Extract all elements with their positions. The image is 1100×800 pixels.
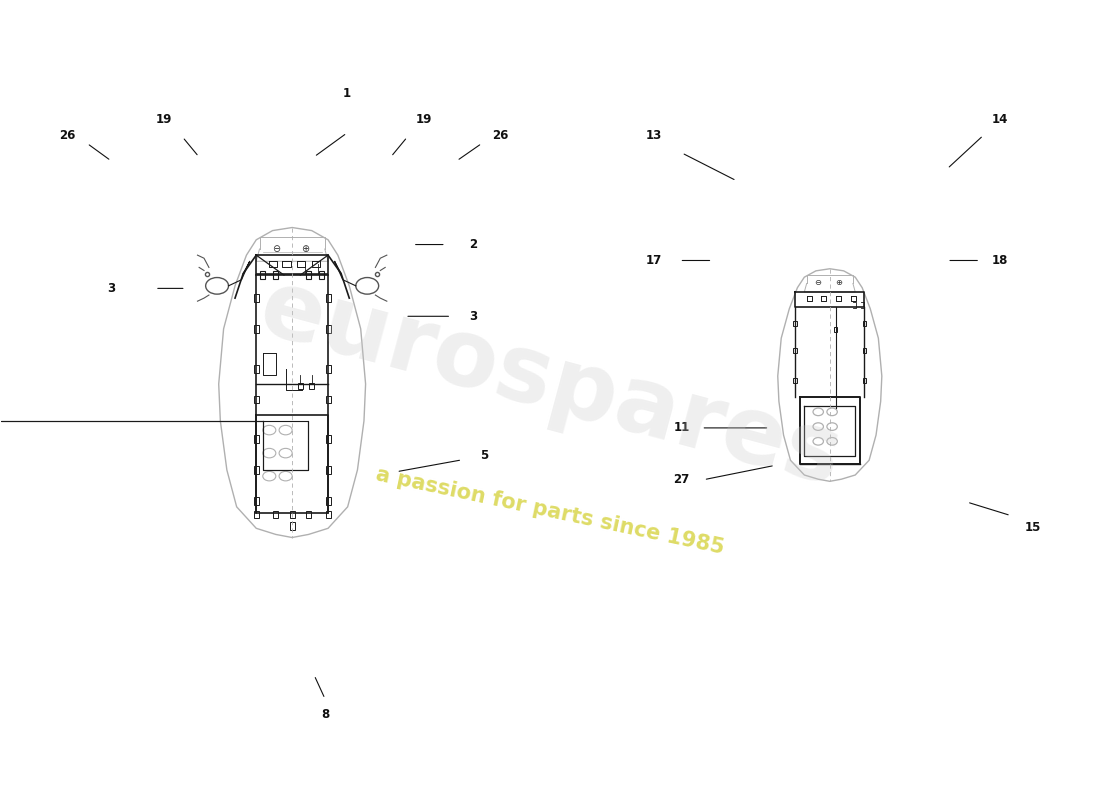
Bar <box>254 395 258 403</box>
Bar <box>254 365 258 373</box>
Bar <box>862 348 866 354</box>
Bar <box>326 325 330 333</box>
Text: ⊕: ⊕ <box>836 278 843 287</box>
Bar <box>793 348 796 354</box>
Bar <box>254 435 258 443</box>
Text: 3: 3 <box>107 282 116 295</box>
Bar <box>254 325 258 333</box>
Bar <box>306 511 311 518</box>
Text: 26: 26 <box>493 129 509 142</box>
Bar <box>254 497 258 505</box>
Text: 18: 18 <box>992 254 1008 267</box>
Bar <box>326 466 330 474</box>
Text: 2: 2 <box>469 238 477 251</box>
Bar <box>298 382 302 389</box>
Text: 1: 1 <box>343 86 351 99</box>
Bar <box>289 522 295 530</box>
Text: ⊕: ⊕ <box>301 244 309 254</box>
Text: ⊖: ⊖ <box>272 244 279 254</box>
Bar <box>289 511 295 518</box>
Text: 15: 15 <box>1024 521 1041 534</box>
Bar <box>274 271 278 279</box>
Bar <box>326 365 330 373</box>
Text: 17: 17 <box>646 254 662 267</box>
Bar <box>309 382 315 389</box>
Bar <box>326 395 330 403</box>
Bar <box>834 327 837 332</box>
Text: 19: 19 <box>155 113 172 126</box>
Text: a passion for parts since 1985: a passion for parts since 1985 <box>374 465 726 558</box>
Bar <box>319 271 324 279</box>
Text: 3: 3 <box>469 310 477 322</box>
Bar <box>306 271 311 279</box>
Text: 5: 5 <box>480 450 488 462</box>
Text: ⊖: ⊖ <box>815 278 822 287</box>
Bar <box>254 511 258 518</box>
Text: eurospares: eurospares <box>250 262 850 506</box>
Text: 11: 11 <box>673 422 690 434</box>
Text: 14: 14 <box>992 113 1008 126</box>
Bar <box>254 294 258 302</box>
Text: 26: 26 <box>59 129 76 142</box>
Bar <box>326 294 330 302</box>
Text: 13: 13 <box>646 129 662 142</box>
Bar <box>793 321 796 326</box>
Text: 8: 8 <box>321 709 329 722</box>
Bar <box>326 511 330 518</box>
Text: 27: 27 <box>673 474 690 486</box>
Bar <box>862 378 866 383</box>
Bar <box>326 497 330 505</box>
Bar <box>326 435 330 443</box>
Bar <box>862 321 866 326</box>
Text: 19: 19 <box>416 113 432 126</box>
Bar <box>274 511 278 518</box>
Bar <box>254 466 258 474</box>
Bar <box>793 378 796 383</box>
Bar <box>261 271 265 279</box>
